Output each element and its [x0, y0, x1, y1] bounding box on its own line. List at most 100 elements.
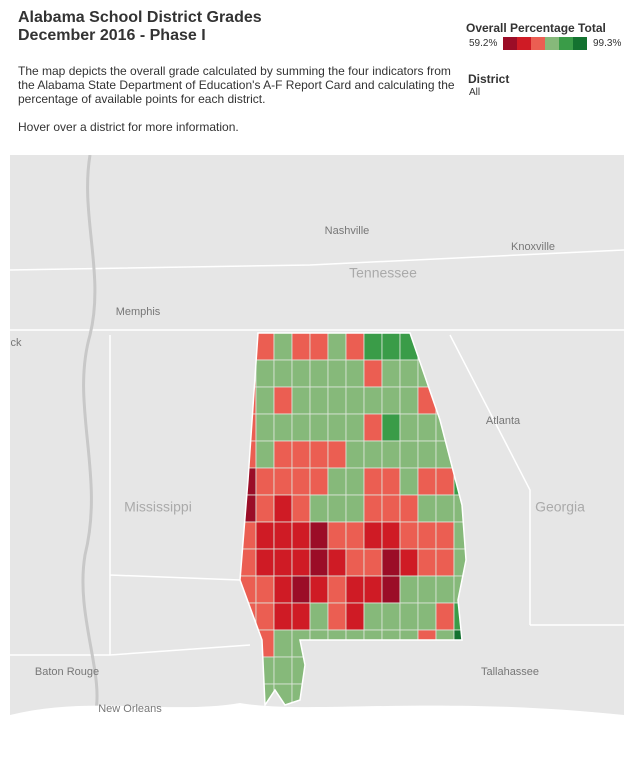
district[interactable]	[255, 521, 275, 550]
district[interactable]	[327, 602, 347, 631]
district[interactable]	[345, 494, 365, 523]
district[interactable]	[345, 548, 365, 577]
district[interactable]	[345, 575, 365, 604]
district[interactable]	[291, 575, 311, 604]
district[interactable]	[345, 440, 365, 469]
district[interactable]	[417, 467, 437, 496]
district[interactable]	[363, 494, 383, 523]
district[interactable]	[309, 548, 329, 577]
district[interactable]	[417, 602, 437, 631]
district[interactable]	[345, 333, 365, 361]
district[interactable]	[381, 494, 401, 523]
district[interactable]	[273, 413, 293, 442]
district[interactable]	[381, 467, 401, 496]
district[interactable]	[327, 440, 347, 469]
district[interactable]	[381, 521, 401, 550]
district[interactable]	[309, 521, 329, 550]
district[interactable]	[255, 413, 275, 442]
district[interactable]	[255, 602, 275, 631]
filter-value[interactable]: All	[469, 87, 481, 98]
district[interactable]	[273, 494, 293, 523]
district[interactable]	[255, 386, 275, 415]
district[interactable]	[363, 521, 383, 550]
district[interactable]	[363, 440, 383, 469]
district[interactable]	[255, 494, 275, 523]
district[interactable]	[327, 521, 347, 550]
district[interactable]	[417, 413, 437, 442]
district[interactable]	[273, 656, 293, 685]
district[interactable]	[327, 333, 347, 361]
district[interactable]	[273, 359, 293, 388]
district[interactable]	[273, 386, 293, 415]
district[interactable]	[327, 413, 347, 442]
district[interactable]	[255, 359, 275, 388]
district[interactable]	[399, 494, 419, 523]
district[interactable]	[345, 602, 365, 631]
district[interactable]	[273, 602, 293, 631]
district[interactable]	[291, 413, 311, 442]
district[interactable]	[399, 413, 419, 442]
district[interactable]	[363, 467, 383, 496]
district[interactable]	[417, 494, 437, 523]
district[interactable]	[399, 440, 419, 469]
district[interactable]	[363, 333, 383, 361]
district[interactable]	[381, 548, 401, 577]
district[interactable]	[345, 467, 365, 496]
district[interactable]	[327, 359, 347, 388]
district[interactable]	[327, 548, 347, 577]
district[interactable]	[291, 359, 311, 388]
district[interactable]	[309, 494, 329, 523]
district[interactable]	[417, 575, 437, 604]
district[interactable]	[399, 602, 419, 631]
district[interactable]	[291, 548, 311, 577]
district[interactable]	[417, 521, 437, 550]
district[interactable]	[345, 359, 365, 388]
district[interactable]	[435, 521, 455, 550]
district[interactable]	[399, 359, 419, 388]
district[interactable]	[327, 494, 347, 523]
district[interactable]	[435, 602, 455, 631]
district[interactable]	[417, 440, 437, 469]
district[interactable]	[255, 333, 275, 361]
district[interactable]	[363, 413, 383, 442]
district[interactable]	[417, 548, 437, 577]
district[interactable]	[291, 602, 311, 631]
district[interactable]	[273, 629, 293, 658]
district[interactable]	[399, 386, 419, 415]
district[interactable]	[399, 467, 419, 496]
district[interactable]	[291, 440, 311, 469]
district[interactable]	[309, 333, 329, 361]
district[interactable]	[273, 333, 293, 361]
district[interactable]	[345, 521, 365, 550]
district[interactable]	[255, 548, 275, 577]
district[interactable]	[363, 548, 383, 577]
district[interactable]	[381, 440, 401, 469]
district[interactable]	[273, 440, 293, 469]
district[interactable]	[309, 440, 329, 469]
district[interactable]	[309, 575, 329, 604]
district[interactable]	[363, 386, 383, 415]
district[interactable]	[363, 359, 383, 388]
district[interactable]	[309, 467, 329, 496]
district[interactable]	[273, 467, 293, 496]
district[interactable]	[291, 467, 311, 496]
district[interactable]	[381, 386, 401, 415]
district[interactable]	[309, 386, 329, 415]
district[interactable]	[255, 575, 275, 604]
district[interactable]	[309, 359, 329, 388]
district[interactable]	[399, 575, 419, 604]
district[interactable]	[363, 602, 383, 631]
district[interactable]	[309, 413, 329, 442]
district[interactable]	[309, 602, 329, 631]
district[interactable]	[291, 494, 311, 523]
district[interactable]	[381, 602, 401, 631]
district[interactable]	[345, 386, 365, 415]
district[interactable]	[435, 494, 455, 523]
district[interactable]	[273, 521, 293, 550]
district[interactable]	[381, 575, 401, 604]
district[interactable]	[363, 575, 383, 604]
district[interactable]	[327, 386, 347, 415]
district[interactable]	[345, 413, 365, 442]
district[interactable]	[255, 440, 275, 469]
district[interactable]	[381, 333, 401, 361]
